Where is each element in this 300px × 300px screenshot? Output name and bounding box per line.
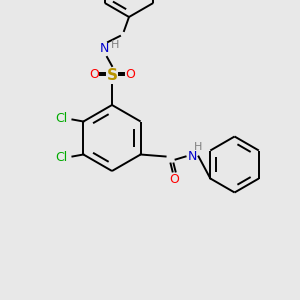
Text: O: O [169, 173, 179, 186]
Text: N: N [188, 150, 197, 163]
Text: S: S [106, 68, 118, 82]
Text: O: O [89, 68, 99, 82]
Text: H: H [111, 40, 119, 50]
Text: H: H [194, 142, 202, 152]
Text: Cl: Cl [55, 151, 68, 164]
Text: Cl: Cl [55, 112, 68, 125]
Text: N: N [99, 43, 109, 56]
Text: O: O [125, 68, 135, 82]
